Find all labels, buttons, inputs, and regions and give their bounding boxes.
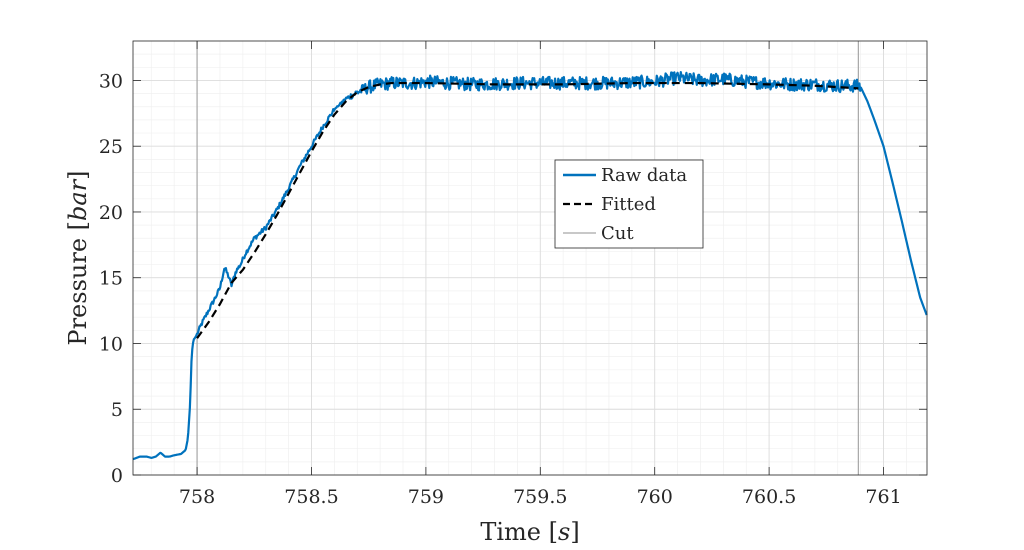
plot-area bbox=[133, 41, 927, 475]
y-tick-label: 20 bbox=[99, 202, 123, 224]
y-tick-label: 25 bbox=[99, 136, 123, 158]
x-tick-label: 760.5 bbox=[742, 486, 796, 508]
series-fitted-line bbox=[196, 81, 859, 339]
legend-label-raw-data: Raw data bbox=[601, 165, 687, 186]
x-tick-label: 758.5 bbox=[284, 486, 338, 508]
y-tick-label: 10 bbox=[99, 333, 123, 355]
x-axis-title-text: Time bbox=[480, 518, 541, 546]
y-axis-unit: bar bbox=[64, 178, 92, 221]
y-tick-label: 30 bbox=[99, 70, 123, 92]
cut-lines bbox=[196, 41, 859, 475]
y-tick-labels: 0 5 10 15 20 25 30 bbox=[99, 70, 123, 487]
legend: Raw data Fitted Cut bbox=[554, 159, 704, 249]
x-tick-label: 760 bbox=[637, 486, 673, 508]
y-axis-bracket-close: ] bbox=[64, 170, 92, 179]
series-layer bbox=[132, 70, 928, 461]
x-axis-unit: s bbox=[558, 518, 570, 546]
x-tick-label: 759.5 bbox=[513, 486, 567, 508]
series-raw-data-line bbox=[132, 70, 928, 461]
legend-label-fitted: Fitted bbox=[601, 194, 656, 215]
y-tick-label: 0 bbox=[111, 465, 123, 487]
plot-border bbox=[132, 40, 928, 476]
x-tick-label: 761 bbox=[865, 486, 901, 508]
y-axis-title-text: Pressure bbox=[64, 238, 92, 346]
y-tick-label: 15 bbox=[99, 268, 123, 290]
x-tick-labels: 758 758.5 759 759.5 760 760.5 761 bbox=[179, 486, 902, 508]
y-axis-title: Pressure [bar] bbox=[64, 170, 92, 345]
x-tick-label: 758 bbox=[179, 486, 215, 508]
x-tick-label: 759 bbox=[408, 486, 444, 508]
x-axis-bracket-open: [ bbox=[549, 518, 558, 546]
x-axis-title: Time [s] bbox=[480, 518, 579, 546]
legend-label-cut: Cut bbox=[601, 223, 634, 244]
y-tick-label: 5 bbox=[111, 399, 123, 421]
major-grid bbox=[133, 41, 927, 476]
x-axis-bracket-close: ] bbox=[570, 518, 579, 546]
axis-ticks bbox=[133, 41, 927, 476]
y-axis-bracket-open: [ bbox=[64, 221, 92, 230]
